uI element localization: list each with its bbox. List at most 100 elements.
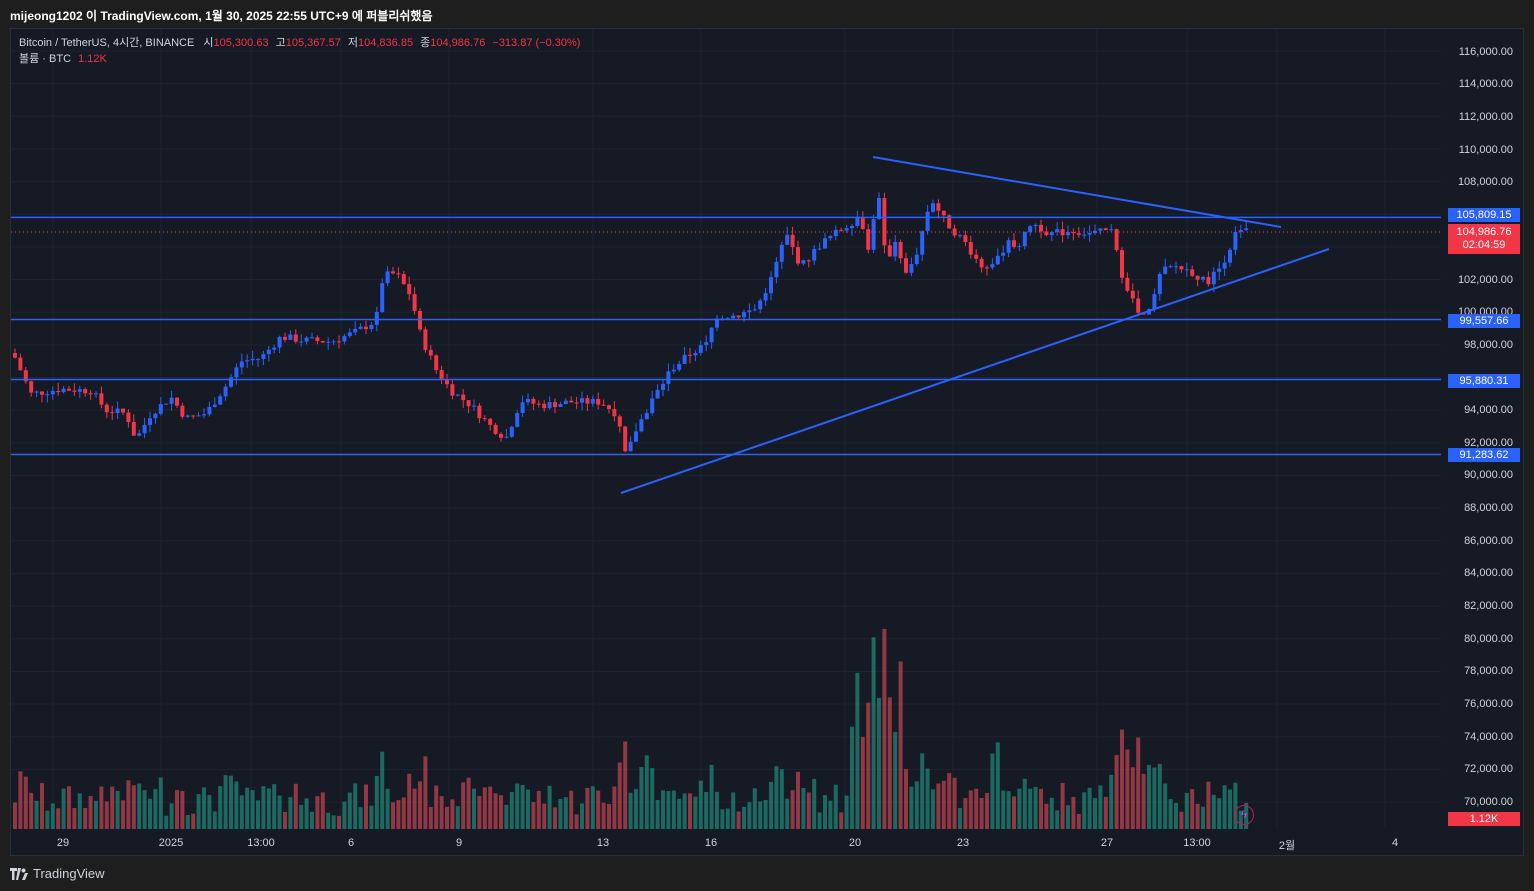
low-value: 104,836.85: [358, 37, 414, 49]
ascending-trendline[interactable]: [620, 248, 1330, 494]
candle-body: [920, 231, 925, 255]
tradingview-brand[interactable]: TradingView: [10, 866, 105, 881]
volume-bar: [742, 806, 746, 829]
volume-bar: [169, 803, 174, 829]
volume-bar: [1033, 786, 1038, 829]
volume-bar: [374, 775, 379, 829]
candle-body: [364, 326, 368, 330]
volume-label[interactable]: 볼륨 · BTC: [19, 53, 72, 65]
volume-bar: [488, 786, 493, 829]
volume-bar: [796, 771, 800, 829]
time-tick: 9: [455, 837, 463, 849]
volume-bar: [931, 789, 935, 829]
candle-body: [374, 311, 379, 325]
descending-trendline[interactable]: [872, 156, 1282, 228]
candle-body: [941, 210, 946, 216]
volume-bar: [1098, 785, 1103, 829]
candle-body: [1066, 232, 1070, 236]
candle-body: [985, 267, 989, 269]
volume-bar: [963, 798, 968, 829]
candle-body: [882, 197, 887, 246]
volume-bar: [887, 697, 892, 829]
volume-bar: [612, 786, 617, 829]
trend-lines[interactable]: [620, 156, 1330, 494]
horizontal-levels[interactable]: [11, 216, 1441, 456]
symbol-title[interactable]: Bitcoin / TetherUS, 4시간, BINANCE: [19, 37, 195, 49]
volume-bar: [212, 811, 217, 829]
level-tag-95880[interactable]: 95,880.31: [1448, 374, 1520, 388]
candle-body: [142, 424, 147, 434]
time-tick: 6: [347, 837, 355, 849]
price-tick: 76,000.00: [1464, 698, 1513, 710]
volume-bar: [1022, 778, 1027, 829]
volume-bar: [385, 788, 390, 829]
level-tag-99557[interactable]: 99,557.66: [1448, 314, 1520, 328]
candle-body: [56, 390, 61, 393]
volume-bar: [666, 791, 671, 829]
volume-bar: [1201, 806, 1205, 829]
chart-canvas[interactable]: [11, 29, 1524, 856]
candle-body: [515, 413, 520, 427]
level-tag-105809[interactable]: 105,809.15: [1448, 208, 1520, 222]
candle-body: [785, 234, 790, 245]
candle-body: [1163, 266, 1168, 274]
candle-body: [310, 337, 314, 339]
volume-bar: [855, 672, 860, 829]
volume-bar: [450, 799, 455, 829]
volume-bar: [94, 800, 98, 829]
volume-bar: [720, 809, 725, 829]
candle-body: [688, 354, 692, 356]
volume-bar: [342, 801, 347, 829]
candle-body: [731, 315, 736, 319]
candle-body: [650, 398, 655, 414]
candle-body: [202, 414, 206, 416]
volume-bar: [1093, 798, 1097, 829]
level-tag-91283[interactable]: 91,283.62: [1448, 448, 1520, 462]
volume-bar: [650, 768, 655, 829]
candle-body: [207, 406, 212, 415]
candle-body: [13, 353, 17, 358]
candle-body: [1174, 266, 1178, 268]
candle-body: [833, 229, 838, 237]
candle-body: [666, 371, 671, 384]
volume-bar: [1055, 810, 1060, 829]
volume-bar: [256, 800, 260, 829]
volume-bar: [504, 804, 509, 829]
volume-bar: [418, 781, 422, 829]
candle-body: [137, 433, 142, 436]
volume-bar: [1006, 791, 1011, 829]
price-tick: 116,000.00: [1458, 46, 1513, 58]
candle-body: [304, 337, 309, 342]
candle-body: [531, 398, 536, 404]
volume-bar: [272, 784, 277, 829]
candle-body: [995, 255, 1000, 265]
candle-body: [1233, 232, 1238, 250]
chart-pane[interactable]: Bitcoin / TetherUS, 4시간, BINANCE 시105,30…: [10, 28, 1524, 856]
lightning-bolt-icon[interactable]: ϟ: [1234, 805, 1254, 825]
price-tick: 74,000.00: [1464, 731, 1513, 743]
candle-body: [914, 254, 919, 265]
volume-bar: [315, 796, 320, 829]
volume-bar: [1211, 794, 1216, 829]
candle-body: [1022, 231, 1027, 247]
volume-bar: [769, 781, 773, 829]
candle-body: [1120, 250, 1124, 278]
volume-bar: [83, 808, 88, 829]
candle-body: [801, 260, 806, 264]
volume-bar: [337, 815, 341, 829]
candle-body: [218, 396, 223, 405]
volume-bar: [752, 788, 757, 829]
candle-body: [931, 203, 935, 212]
time-tick: 13:00: [1183, 837, 1211, 849]
volume-bar: [817, 812, 822, 829]
volume-bar: [736, 811, 741, 829]
volume-bar: [639, 766, 644, 829]
volume-bar: [1147, 765, 1151, 829]
candle-body: [709, 327, 714, 343]
candle-body: [358, 326, 363, 329]
volume-bar: [23, 776, 28, 829]
volume-bar: [839, 812, 844, 829]
price-tick: 108,000.00: [1457, 176, 1513, 188]
candle-body: [1206, 276, 1211, 285]
volume-bar: [369, 805, 374, 829]
